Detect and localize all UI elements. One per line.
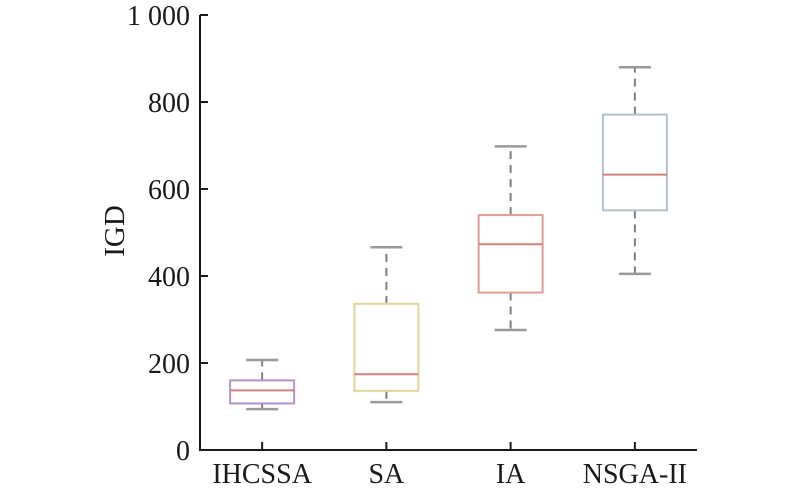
x-category-label: IA [496, 459, 526, 490]
y-tick-label: 200 [148, 349, 190, 380]
box-IA [477, 214, 544, 294]
y-tick-label: 400 [148, 262, 190, 293]
y-tick-label: 1 000 [127, 1, 190, 32]
y-tick-label: 800 [148, 88, 190, 119]
x-category-label: IHCSSA [212, 459, 312, 490]
box-SA [353, 302, 420, 392]
box-IHCSSA [229, 379, 296, 405]
x-category-label: NSGA-II [583, 459, 687, 490]
box-NSGA-II [601, 113, 668, 212]
x-category-label: SA [368, 459, 405, 490]
y-axis-title: IGD [99, 205, 131, 257]
y-tick-label: 600 [148, 175, 190, 206]
y-tick-label: 0 [176, 436, 190, 467]
